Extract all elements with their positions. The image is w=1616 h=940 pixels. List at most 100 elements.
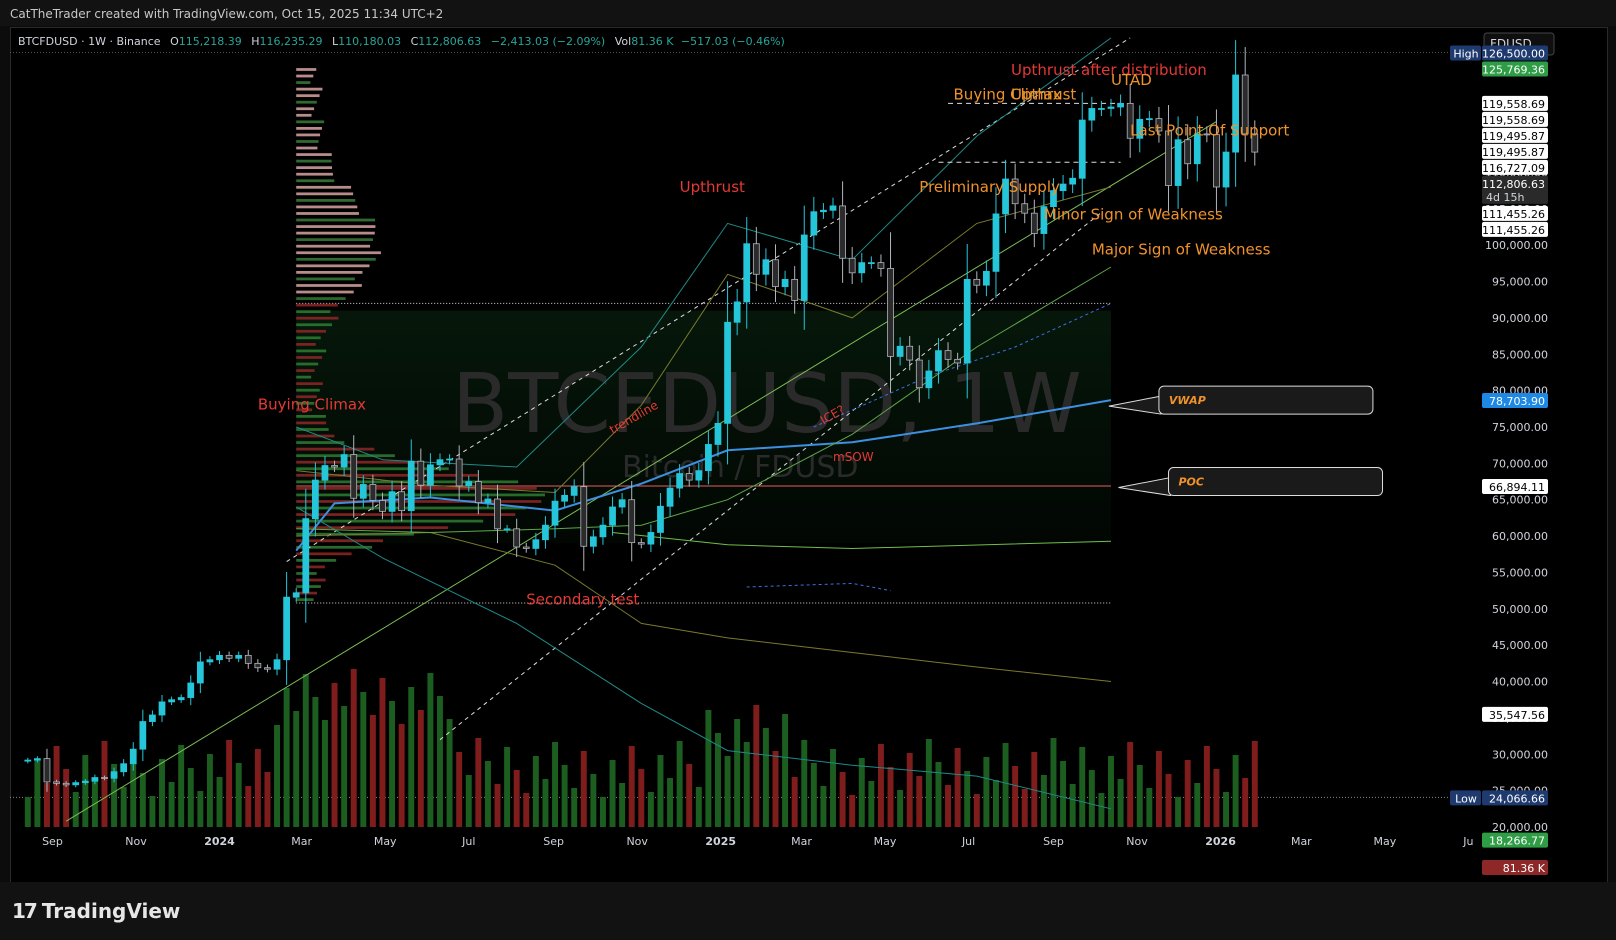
candle[interactable] [743, 216, 751, 329]
candle[interactable] [321, 456, 329, 490]
candle[interactable] [724, 281, 731, 465]
candle[interactable] [1021, 193, 1029, 224]
candle[interactable] [1213, 109, 1220, 213]
candle[interactable] [196, 651, 204, 694]
candle[interactable] [34, 756, 41, 763]
candle[interactable] [695, 462, 703, 488]
candle[interactable] [312, 462, 319, 537]
candle[interactable] [494, 484, 501, 544]
candle[interactable] [139, 709, 147, 762]
annotation-label[interactable]: Upthrust [680, 178, 745, 196]
candle[interactable] [407, 439, 415, 533]
candle[interactable] [618, 493, 626, 514]
candle[interactable] [772, 244, 779, 303]
candle[interactable] [264, 664, 271, 673]
candle[interactable] [810, 196, 818, 250]
annotation-label[interactable]: Preliminary Supply [919, 178, 1060, 196]
candle[interactable] [1145, 110, 1153, 128]
candle[interactable] [1126, 83, 1134, 158]
candle[interactable] [1155, 106, 1163, 143]
candle[interactable] [944, 342, 952, 368]
candle[interactable] [1088, 96, 1096, 132]
candle[interactable] [177, 694, 185, 703]
candle[interactable] [762, 248, 770, 286]
candle[interactable] [350, 435, 358, 518]
candle[interactable] [149, 710, 156, 727]
candle[interactable] [676, 464, 684, 498]
candle[interactable] [436, 453, 444, 472]
callout-vwap[interactable]: VWAP [1108, 385, 1374, 415]
candle[interactable] [791, 266, 799, 314]
candle[interactable] [839, 181, 846, 283]
candle[interactable] [465, 475, 473, 492]
candle[interactable] [800, 205, 808, 330]
candle[interactable] [1136, 105, 1144, 153]
candle[interactable] [1002, 159, 1009, 234]
candle[interactable] [273, 653, 281, 676]
candle[interactable] [906, 336, 914, 371]
candle[interactable] [1011, 163, 1019, 220]
candle[interactable] [484, 493, 492, 509]
candle[interactable] [359, 475, 367, 508]
candle[interactable] [158, 694, 166, 722]
annotation-label[interactable]: Buying Climax [954, 86, 1062, 104]
candle[interactable] [168, 696, 175, 706]
candle[interactable] [206, 656, 214, 666]
tradingview-logo[interactable]: 17 TradingView [12, 899, 181, 923]
candle[interactable] [129, 742, 137, 771]
candle[interactable] [973, 271, 981, 294]
candle[interactable] [283, 572, 290, 685]
candle[interactable] [666, 477, 674, 517]
candle[interactable] [963, 244, 971, 399]
candle[interactable] [935, 338, 942, 384]
candle[interactable] [120, 759, 128, 777]
callout-poc[interactable]: POC [1118, 467, 1384, 497]
candle[interactable] [820, 203, 827, 219]
candle[interactable] [647, 524, 655, 553]
candle[interactable] [340, 445, 348, 476]
candle[interactable] [1117, 94, 1124, 116]
candle[interactable] [867, 256, 875, 269]
candle[interactable] [551, 488, 559, 538]
candle[interactable] [781, 270, 789, 296]
candle[interactable] [628, 480, 636, 562]
candle[interactable] [101, 775, 108, 781]
candle[interactable] [532, 532, 540, 556]
annotation-label[interactable]: Upthrust [1011, 86, 1076, 104]
candle[interactable] [1107, 98, 1115, 117]
candle[interactable] [1203, 126, 1211, 143]
candle[interactable] [388, 480, 396, 523]
candle[interactable] [455, 445, 463, 500]
candle[interactable] [417, 448, 425, 498]
candle[interactable] [685, 466, 693, 487]
candle[interactable] [1165, 105, 1172, 212]
candle[interactable] [887, 232, 894, 393]
candle[interactable] [954, 352, 961, 370]
candle[interactable] [1030, 199, 1038, 248]
annotation-label[interactable]: Minor Sign of Weakness [1044, 206, 1223, 224]
candle[interactable] [752, 226, 760, 292]
candle[interactable] [1050, 178, 1057, 220]
annotation-label[interactable]: Upthrust after distribution [1011, 61, 1207, 79]
candle[interactable] [522, 542, 530, 553]
candle[interactable] [877, 254, 885, 277]
candle[interactable] [570, 479, 578, 503]
candle[interactable] [542, 516, 549, 549]
candle[interactable] [896, 337, 904, 366]
candle[interactable] [110, 767, 118, 783]
candle[interactable] [254, 659, 262, 672]
candle[interactable] [81, 778, 89, 785]
candle[interactable] [983, 260, 990, 297]
candle[interactable] [1184, 124, 1192, 180]
candle[interactable] [302, 488, 310, 623]
annotation-label[interactable]: Major Sign of Weakness [1092, 241, 1271, 259]
candle[interactable] [925, 359, 933, 399]
candle[interactable] [446, 454, 453, 465]
candle[interactable] [292, 587, 300, 603]
candle[interactable] [733, 288, 741, 336]
annotation-label[interactable]: Secondary test [526, 590, 639, 608]
candle[interactable] [331, 460, 338, 472]
candle[interactable] [848, 247, 856, 285]
candle[interactable] [513, 518, 521, 558]
